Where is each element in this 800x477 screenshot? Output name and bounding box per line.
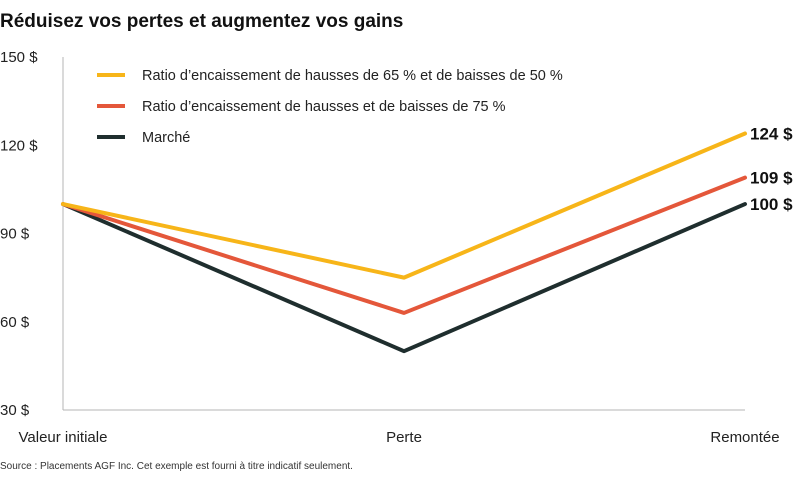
legend: Ratio d’encaissement de hausses de 65 % … (97, 68, 563, 146)
source-note: Source : Placements AGF Inc. Cet exemple… (0, 461, 353, 472)
y-tick-label: 90 $ (0, 226, 30, 243)
end-value-label: 109 $ (750, 169, 793, 188)
x-tick-label: Remontée (710, 429, 779, 446)
x-tick-label: Valeur initiale (19, 429, 108, 446)
x-axis-labels: Valeur initiale Perte Remontée (19, 429, 780, 446)
series-line (61, 175, 747, 315)
y-tick-label: 150 $ (0, 49, 38, 66)
series-lines (61, 131, 747, 354)
legend-label: Ratio d’encaissement de hausses de 65 % … (142, 68, 563, 84)
chart-title: Réduisez vos pertes et augmentez vos gai… (0, 11, 403, 32)
legend-label: Ratio d’encaissement de hausses et de ba… (142, 99, 506, 115)
end-value-label: 124 $ (750, 124, 793, 143)
legend-label: Marché (142, 130, 190, 146)
y-tick-label: 120 $ (0, 137, 38, 154)
series-line (61, 131, 747, 280)
series-line (61, 202, 747, 354)
end-value-label: 100 $ (750, 195, 793, 214)
y-tick-label: 60 $ (0, 314, 30, 331)
y-axis-labels: 150 $ 120 $ 90 $ 60 $ 30 $ (0, 49, 38, 419)
x-tick-label: Perte (386, 429, 422, 446)
end-labels: 124 $ 109 $ 100 $ (750, 124, 793, 214)
y-tick-label: 30 $ (0, 402, 30, 419)
